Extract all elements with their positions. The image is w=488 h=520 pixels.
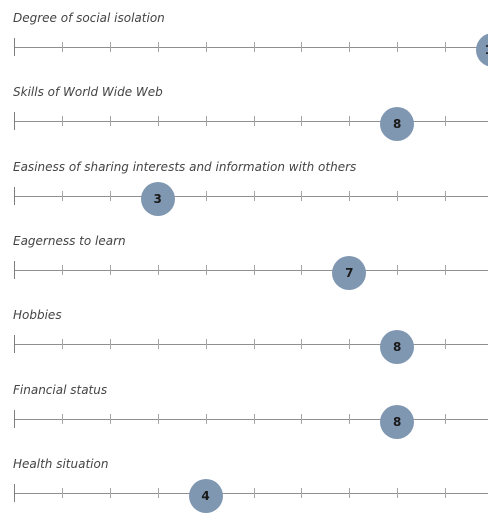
slider-tick <box>445 487 447 498</box>
slider-tick <box>109 190 111 201</box>
slider-knob[interactable]: 4 <box>188 478 223 513</box>
slider-tick <box>253 487 255 498</box>
slider-tick <box>349 42 351 52</box>
slider-tick <box>205 339 207 350</box>
slider-tick <box>349 339 351 350</box>
slider-tick <box>301 116 303 127</box>
slider-tick <box>253 116 255 127</box>
slider-knob[interactable]: 8 <box>380 404 415 439</box>
slider-tick <box>445 413 447 424</box>
slider-tick <box>205 264 207 275</box>
slider-tick <box>253 190 255 201</box>
rating-row: Hobbies 8 <box>0 297 488 371</box>
rating-question-label: Health situation <box>13 456 109 471</box>
slider-track[interactable] <box>14 47 488 48</box>
slider-tick <box>14 409 15 428</box>
slider-track[interactable] <box>14 121 488 123</box>
slider-tick <box>109 42 111 52</box>
slider-tick <box>349 413 351 424</box>
slider-track[interactable] <box>14 492 488 494</box>
slider-tick <box>445 116 447 127</box>
slider-tick <box>14 260 15 279</box>
slider-tick <box>301 42 303 52</box>
slider-track[interactable] <box>14 344 488 346</box>
slider-tick <box>301 339 303 350</box>
slider-tick <box>253 339 255 350</box>
rating-row: Easiness of sharing interests and inform… <box>0 149 488 223</box>
slider-tick <box>109 487 111 498</box>
slider-tick <box>157 42 159 52</box>
rating-row: Health situation 4 <box>0 446 488 520</box>
slider-tick <box>61 116 63 127</box>
slider-tick <box>61 487 63 498</box>
slider-tick <box>349 116 351 127</box>
rating-row: Skills of World Wide Web 8 <box>0 74 488 148</box>
slider-tick <box>205 190 207 201</box>
slider-tick <box>397 190 399 201</box>
slider-knob[interactable]: 8 <box>380 107 415 142</box>
slider-track[interactable] <box>14 418 488 420</box>
slider-tick <box>445 264 447 275</box>
rating-question-label: Easiness of sharing interests and inform… <box>13 159 357 174</box>
slider-tick <box>445 339 447 350</box>
slider-tick <box>61 190 63 201</box>
slider-tick <box>157 264 159 275</box>
slider-tick <box>445 42 447 52</box>
slider-knob[interactable]: 7 <box>332 255 367 290</box>
slider-tick <box>253 413 255 424</box>
slider-tick <box>157 116 159 127</box>
slider-tick <box>205 116 207 127</box>
slider-tick <box>61 42 63 52</box>
slider-tick <box>253 42 255 52</box>
rating-question-label: Financial status <box>13 382 108 397</box>
slider-tick <box>14 38 15 56</box>
rating-row: Degree of social isolation 10 <box>0 0 488 74</box>
slider-tick <box>157 413 159 424</box>
slider-tick <box>445 190 447 201</box>
slider-knob[interactable]: 8 <box>380 330 415 365</box>
slider-tick <box>157 339 159 350</box>
slider-tick <box>349 487 351 498</box>
slider-tick <box>61 339 63 350</box>
slider-tick <box>14 335 15 354</box>
rating-question-label: Skills of World Wide Web <box>13 85 163 100</box>
slider-tick <box>109 413 111 424</box>
rating-question-label: Eagerness to learn <box>13 233 126 248</box>
slider-tick <box>253 264 255 275</box>
slider-tick <box>301 413 303 424</box>
slider-knob[interactable]: 10 <box>476 33 488 67</box>
slider-tick <box>205 413 207 424</box>
slider-tick <box>14 483 15 502</box>
slider-track[interactable] <box>14 269 488 271</box>
rating-row: Eagerness to learn 7 <box>0 223 488 297</box>
slider-tick <box>397 42 399 52</box>
slider-tick <box>301 190 303 201</box>
slider-tick <box>157 487 159 498</box>
slider-tick <box>349 190 351 201</box>
slider-tick <box>14 112 15 131</box>
slider-tick <box>109 116 111 127</box>
rating-row: Financial status 8 <box>0 372 488 446</box>
slider-tick <box>14 186 15 205</box>
slider-tick <box>109 264 111 275</box>
slider-tick <box>397 487 399 498</box>
rating-question-label: Degree of social isolation <box>13 11 165 25</box>
slider-tick <box>61 264 63 275</box>
slider-tick <box>397 264 399 275</box>
slider-tick <box>301 264 303 275</box>
slider-tick <box>205 42 207 52</box>
slider-track[interactable] <box>14 195 488 197</box>
slider-tick <box>109 339 111 350</box>
slider-tick <box>61 413 63 424</box>
slider-knob[interactable]: 3 <box>140 181 175 216</box>
rating-question-label: Hobbies <box>13 308 62 323</box>
slider-tick <box>301 487 303 498</box>
